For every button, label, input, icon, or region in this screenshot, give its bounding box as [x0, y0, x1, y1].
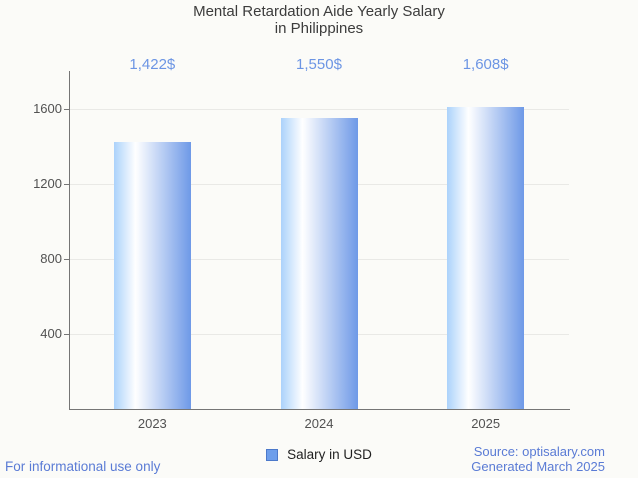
legend: Salary in USD [0, 447, 638, 462]
source-link[interactable]: Source: optisalary.com [473, 444, 605, 459]
bar-2025[interactable] [447, 107, 525, 409]
y-tick [64, 183, 69, 185]
y-tick-label: 1200 [33, 175, 62, 191]
bar-value-label: 1,422$ [129, 56, 176, 73]
bar-value-label: 1,550$ [296, 56, 342, 73]
gridline [69, 108, 569, 110]
y-tick-label: 1600 [33, 100, 62, 116]
legend-label: Salary in USD [287, 447, 372, 462]
x-axis-label: 2024 [304, 416, 334, 431]
x-axis-line [69, 408, 570, 410]
y-axis-line [69, 71, 70, 409]
y-tick-label: 800 [40, 250, 62, 266]
y-tick [64, 108, 69, 110]
chart-title: Mental Retardation Aide Yearly Salary in… [0, 3, 638, 37]
bar-value-label: 1,608$ [462, 56, 509, 73]
legend-swatch-icon [266, 448, 279, 461]
x-axis-label: 2023 [137, 416, 167, 431]
y-tick-label: 400 [40, 325, 62, 341]
bar-2023[interactable] [113, 141, 191, 409]
source-attribution: Source: optisalary.com Generated March 2… [471, 444, 605, 474]
y-tick [64, 333, 69, 335]
chart-title-line1: Mental Retardation Aide Yearly Salary [193, 3, 445, 20]
x-axis-label: 2025 [471, 416, 501, 431]
y-tick [64, 258, 69, 260]
generated-date: Generated March 2025 [471, 459, 605, 474]
chart-title-line2: in Philippines [274, 19, 364, 37]
disclaimer-text: For informational use only [5, 459, 161, 474]
bar-2024[interactable] [280, 117, 358, 409]
